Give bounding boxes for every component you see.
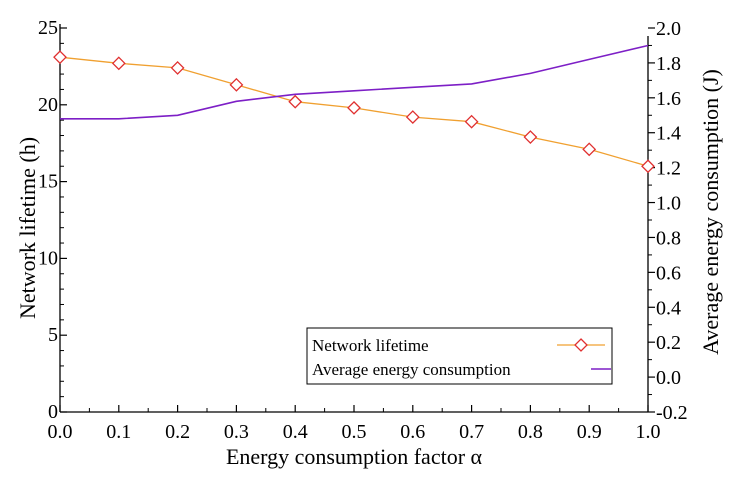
x-tick-label: 0.1 xyxy=(106,421,131,443)
x-tick-label: 0.9 xyxy=(577,421,602,443)
data-point-network-lifetime xyxy=(405,110,420,125)
right-tick-label: 2.0 xyxy=(656,18,681,40)
data-point-network-lifetime xyxy=(347,100,361,115)
series-layer xyxy=(53,44,655,174)
right-tick-label: 0.8 xyxy=(656,227,681,249)
data-point-network-lifetime xyxy=(582,142,597,157)
x-tick-label: 0.8 xyxy=(518,421,543,443)
data-point-network-lifetime xyxy=(53,50,67,65)
left-tick-label: 20 xyxy=(38,94,58,116)
x-tick-label: 0.2 xyxy=(165,421,190,443)
right-tick-label: 0.4 xyxy=(656,297,681,319)
series-line-average-energy-consumption xyxy=(60,44,649,120)
right-tick-label: 1.0 xyxy=(656,193,681,215)
x-axis-title: Energy consumption factor α xyxy=(226,444,483,469)
left-tick-label: 15 xyxy=(38,171,58,193)
legend-label-average-energy: Average energy consumption xyxy=(312,360,511,379)
right-y-axis-title: Average energy consumption (J) xyxy=(698,69,723,355)
x-axis: 0.0 0.1 0.2 0.3 0.4 0.5 0.6 0.7 0.8 0.9 1.0 xyxy=(48,405,661,443)
right-tick-label: 0.6 xyxy=(656,262,681,284)
x-tick-label: 1.0 xyxy=(636,421,661,443)
left-tick-label: 10 xyxy=(38,247,58,269)
data-point-network-lifetime xyxy=(170,61,185,75)
left-tick-label: 0 xyxy=(48,401,58,423)
x-tick-label: 0.5 xyxy=(342,421,367,443)
legend-label-network-lifetime: Network lifetime xyxy=(312,336,429,355)
left-tick-label: 25 xyxy=(38,17,58,39)
data-point-network-lifetime xyxy=(523,130,538,144)
x-tick-label: 0.4 xyxy=(283,421,308,443)
left-tick-label: 5 xyxy=(48,324,58,346)
right-tick-label: 0.0 xyxy=(656,367,681,389)
data-point-network-lifetime xyxy=(641,159,655,174)
left-y-axis-title: Network lifetime (h) xyxy=(15,137,40,319)
right-tick-label: 1.6 xyxy=(656,88,681,110)
data-point-network-lifetime xyxy=(229,77,244,92)
right-tick-label: 1.2 xyxy=(656,158,681,180)
x-tick-label: 0.3 xyxy=(224,421,249,443)
data-point-network-lifetime xyxy=(111,56,126,71)
right-tick-label: -0.2 xyxy=(656,402,688,424)
legend-box xyxy=(306,327,613,385)
left-y-axis: 0 5 10 15 20 25 xyxy=(38,17,67,423)
x-tick-label: 0.0 xyxy=(48,421,73,443)
x-tick-label: 0.7 xyxy=(459,421,484,443)
right-tick-label: 1.8 xyxy=(656,53,681,75)
right-tick-label: 1.4 xyxy=(656,123,681,145)
legend: Network lifetime Average energy consumpt… xyxy=(306,327,613,385)
data-point-network-lifetime xyxy=(464,114,479,129)
right-tick-label: 0.2 xyxy=(656,332,681,354)
data-point-network-lifetime xyxy=(288,94,303,109)
right-y-axis: -0.2 0.0 0.2 0.4 0.6 0.8 1.0 1.2 1.4 1.6 1.8 2.0 xyxy=(648,18,688,424)
x-tick-label: 0.6 xyxy=(400,421,425,443)
legend-marker-network-lifetime xyxy=(574,338,588,352)
